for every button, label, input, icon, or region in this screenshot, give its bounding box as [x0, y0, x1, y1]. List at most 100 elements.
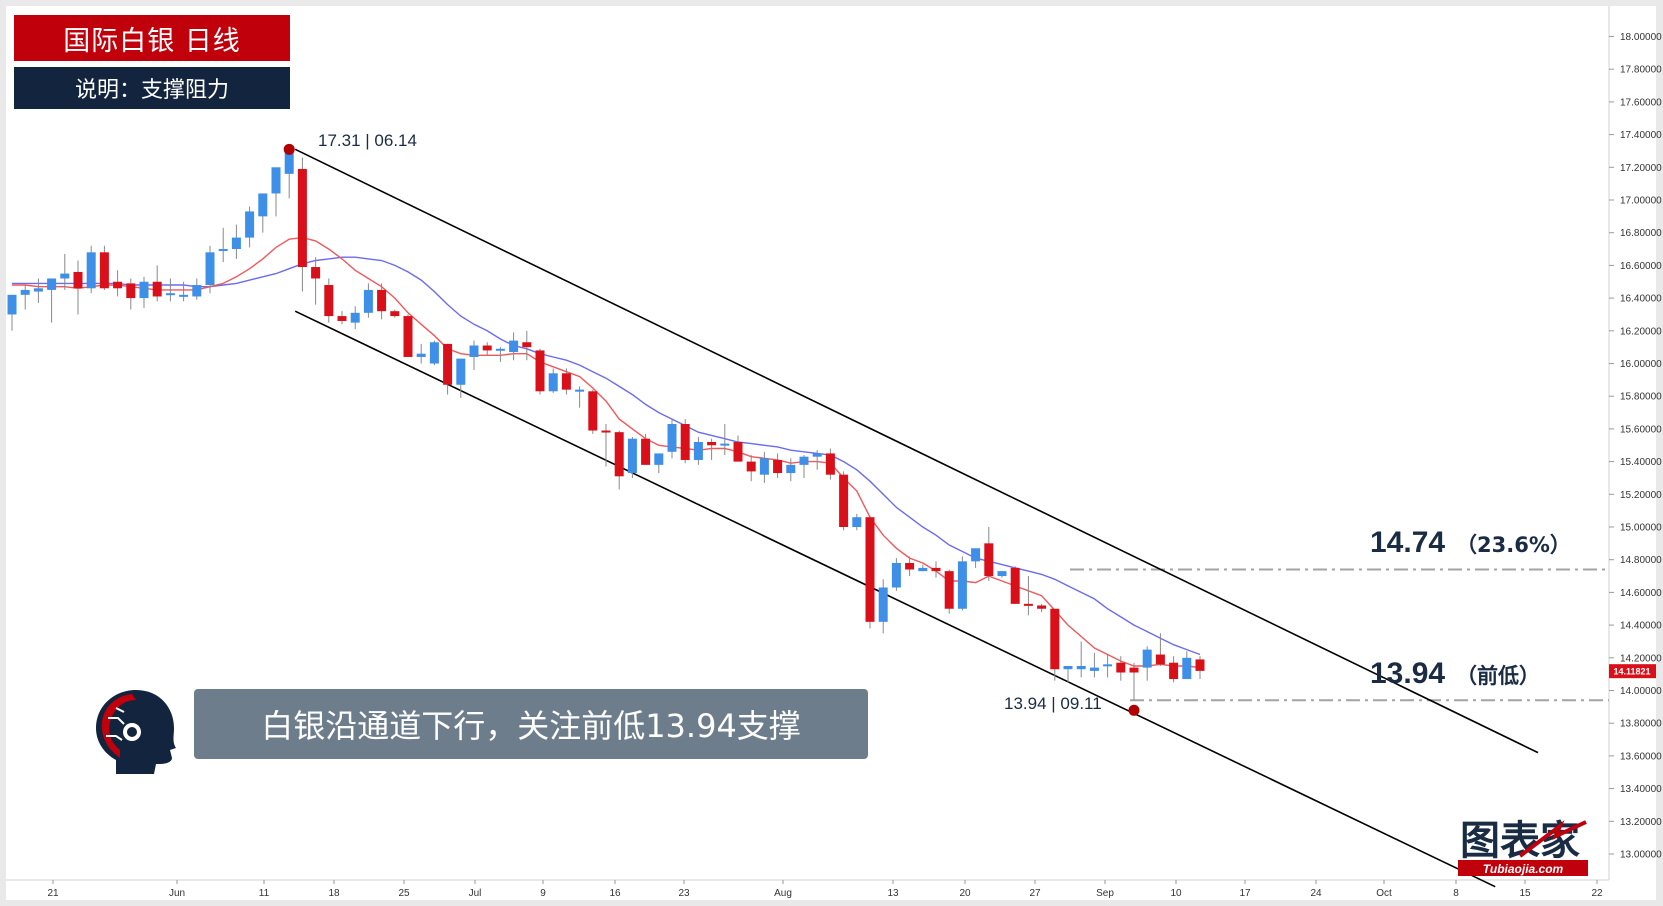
candle	[443, 343, 453, 395]
candle	[7, 294, 17, 331]
candle-body	[878, 587, 888, 622]
candle	[113, 270, 123, 297]
candle	[139, 276, 149, 308]
candle	[350, 306, 360, 330]
candle-body	[33, 288, 43, 292]
candle	[165, 278, 175, 302]
y-tick-label: 16.80000	[1620, 228, 1662, 239]
candle	[786, 458, 796, 482]
brain-logo-icon	[96, 690, 176, 774]
candle	[905, 556, 915, 577]
y-tick-label: 16.00000	[1620, 359, 1662, 370]
candle	[271, 167, 281, 217]
chart-frame	[6, 6, 1656, 900]
candle	[218, 227, 228, 263]
candle	[773, 453, 783, 478]
candle-body	[957, 561, 967, 609]
candle	[812, 450, 822, 470]
y-tick-label: 14.80000	[1620, 555, 1662, 566]
candle	[152, 265, 162, 302]
candle-body	[839, 474, 849, 527]
candle	[522, 330, 532, 361]
candle-body	[403, 316, 413, 357]
candle-body	[614, 432, 624, 477]
candle	[931, 561, 941, 578]
candle-body	[561, 373, 571, 390]
candle-body	[363, 289, 373, 313]
candle	[1023, 576, 1033, 616]
y-tick-label: 14.60000	[1620, 588, 1662, 599]
y-tick-label: 13.20000	[1620, 817, 1662, 828]
candle-body	[284, 150, 294, 174]
current-price-text: 14.11821	[1613, 667, 1650, 677]
candle	[99, 245, 109, 290]
candle-body	[311, 267, 321, 279]
candle-body	[1103, 664, 1113, 667]
candle	[509, 332, 519, 361]
candle-body	[231, 237, 241, 250]
x-tick-label: Sep	[1096, 888, 1114, 899]
candle-body	[258, 193, 268, 217]
candle-body	[297, 168, 307, 268]
x-axis-ticks: 21 Jun 11 18 25 Jul 9 16 23 Aug 13 20 27 Sep 10 17 24 Oct…	[47, 880, 1603, 899]
y-tick-label: 17.40000	[1620, 130, 1662, 141]
extreme-markers	[283, 143, 1140, 716]
current-price-box	[1609, 664, 1656, 679]
candle	[363, 283, 373, 318]
candle-body	[627, 438, 637, 474]
watermark-en-bg	[1458, 860, 1588, 876]
x-tick-label: 21	[47, 888, 59, 899]
candle-body	[799, 456, 809, 465]
y-tick-label: 17.00000	[1620, 196, 1662, 207]
y-tick-label: 13.00000	[1620, 850, 1662, 861]
candle	[324, 278, 334, 323]
x-tick-label: 22	[1591, 888, 1603, 899]
candle	[1169, 656, 1179, 683]
candle	[1129, 662, 1139, 701]
candle-body	[654, 453, 664, 465]
candle	[231, 224, 241, 259]
candle	[588, 389, 598, 434]
candle	[614, 430, 624, 490]
candle	[1076, 641, 1086, 678]
candle-body	[1155, 654, 1165, 665]
candle	[1195, 656, 1205, 680]
candle	[258, 193, 268, 233]
candle	[720, 423, 730, 456]
candle-body	[759, 458, 769, 475]
y-tick-label: 15.80000	[1620, 392, 1662, 403]
x-tick-label: Aug	[774, 888, 792, 899]
candle	[799, 455, 809, 478]
y-tick-label: 14.40000	[1620, 621, 1662, 632]
candle-body	[1169, 662, 1179, 680]
candle	[495, 347, 505, 362]
candle	[469, 340, 479, 371]
candle-body	[852, 517, 862, 527]
candle-body	[20, 289, 30, 295]
candle-body	[601, 430, 611, 433]
candle-body	[905, 562, 915, 570]
candle-body	[192, 285, 202, 297]
candle	[654, 453, 664, 474]
candle-body	[205, 252, 215, 286]
candle-body	[1116, 662, 1126, 673]
x-tick-label: 17	[1239, 888, 1251, 899]
candle	[852, 513, 862, 531]
candle	[284, 149, 294, 199]
y-tick-label: 15.40000	[1620, 457, 1662, 468]
candle-body	[139, 281, 149, 299]
x-tick-label: 8	[1453, 888, 1459, 899]
y-tick-label: 17.80000	[1620, 65, 1662, 76]
candle	[825, 448, 835, 480]
candle	[707, 438, 717, 460]
candle	[86, 245, 96, 294]
chart-subtitle-badge: 说明：支撑阻力	[14, 67, 290, 109]
x-tick-label: 27	[1029, 888, 1041, 899]
candle	[20, 285, 30, 310]
candle	[1142, 646, 1152, 681]
candle-body	[509, 340, 519, 353]
candle	[60, 253, 70, 290]
candle	[733, 435, 743, 462]
candle	[535, 348, 545, 395]
candle-body	[350, 312, 360, 323]
